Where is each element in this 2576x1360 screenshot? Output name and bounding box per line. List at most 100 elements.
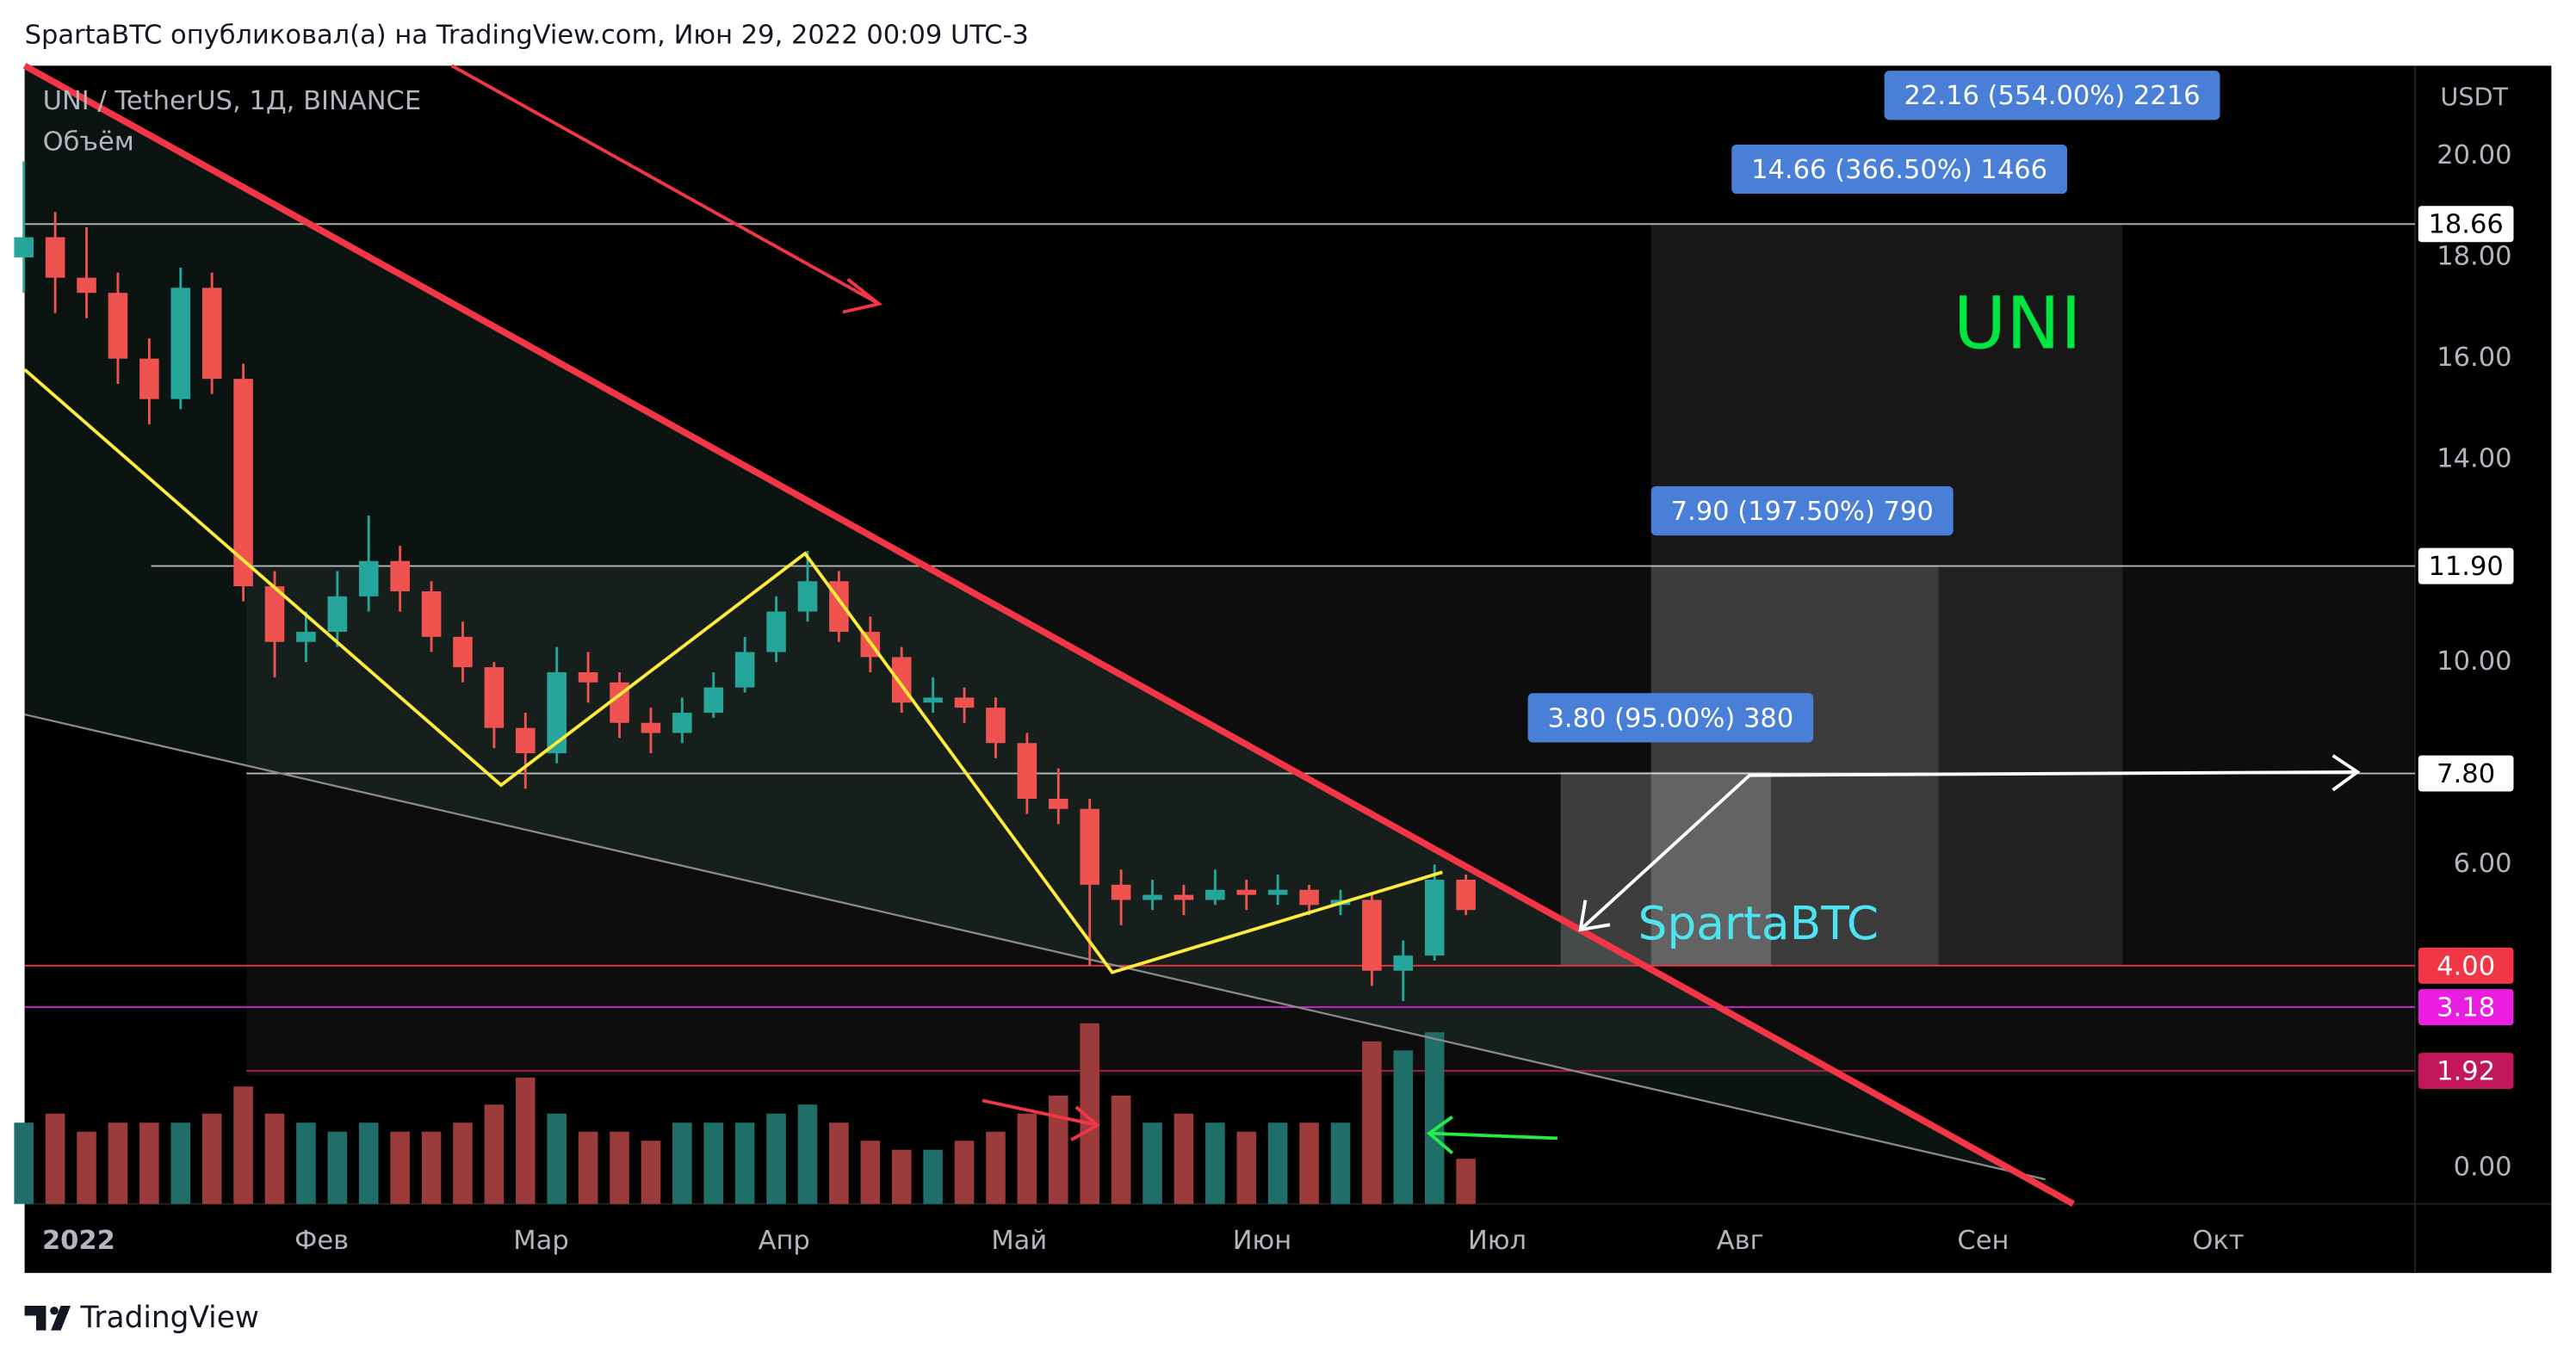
candle-body xyxy=(139,358,159,399)
arrow xyxy=(981,1098,1100,1141)
volume-bar xyxy=(797,1104,818,1204)
price-tag xyxy=(2418,1053,2514,1090)
header-text: SpartaBTC опубликовал(а) на TradingView.… xyxy=(25,21,1029,51)
volume-bar xyxy=(358,1122,379,1204)
resistance-trendline xyxy=(22,63,2075,1208)
price-tag xyxy=(2418,947,2514,984)
volume-bar xyxy=(201,1113,222,1204)
volume-bar xyxy=(1362,1041,1382,1204)
x-tick-label: Апр xyxy=(759,1226,810,1256)
price-tag xyxy=(2418,547,2514,584)
x-tick-label: Май xyxy=(991,1226,1047,1256)
candle-body xyxy=(108,293,128,359)
y-tick-label: 18.00 xyxy=(2437,242,2511,272)
volume-bar xyxy=(1080,1023,1099,1204)
volume-bar xyxy=(170,1122,191,1204)
volume-bar xyxy=(139,1122,159,1204)
x-tick-label: Июн xyxy=(1233,1226,1291,1256)
volume-bar xyxy=(484,1104,505,1204)
x-tick-label: Сен xyxy=(1957,1226,2009,1256)
candle-body xyxy=(1393,955,1414,971)
volume-bar xyxy=(829,1122,849,1204)
candle-body xyxy=(484,667,505,728)
candle-body xyxy=(327,596,348,632)
volume-bar xyxy=(327,1131,348,1204)
price-tag xyxy=(2418,989,2514,1026)
candle-body xyxy=(954,697,975,708)
arrow xyxy=(450,64,883,314)
candle-body xyxy=(641,722,661,733)
volume-bar xyxy=(1393,1050,1414,1204)
arrow xyxy=(1578,754,2361,932)
x-tick-label: Окт xyxy=(2192,1226,2244,1256)
x-tick-label: Фев xyxy=(294,1226,349,1256)
currency-label: USDT xyxy=(2440,83,2508,112)
candle-body xyxy=(296,631,316,642)
price-tag xyxy=(2418,206,2514,243)
target-label: 22.16 (554.00%) 2216 xyxy=(1904,81,2201,111)
candle-body xyxy=(734,652,755,688)
candle-body xyxy=(421,590,442,637)
volume-bar xyxy=(1424,1032,1445,1204)
candle-body xyxy=(1142,894,1162,900)
candle-body xyxy=(1173,894,1194,900)
volume-bar xyxy=(547,1113,567,1204)
volume-bar xyxy=(986,1131,1006,1204)
candle-body xyxy=(1456,879,1476,911)
candle-body xyxy=(1205,889,1225,900)
candle-body xyxy=(233,379,253,587)
candle-body xyxy=(390,560,410,591)
price-tag-label: 18.66 xyxy=(2428,210,2503,240)
candle-body xyxy=(547,672,567,754)
volume-bar xyxy=(1173,1113,1194,1204)
volume-bar xyxy=(108,1122,128,1204)
volume-bar xyxy=(1330,1122,1351,1204)
volume-bar xyxy=(45,1113,65,1204)
x-tick-label: Июл xyxy=(1468,1226,1526,1256)
volume-bar xyxy=(891,1149,912,1204)
volume-bar xyxy=(14,1122,34,1204)
price-tag-label: 3.18 xyxy=(2437,992,2495,1023)
candle-body xyxy=(77,277,96,294)
candle-body xyxy=(1267,889,1288,895)
candle-body xyxy=(1049,798,1068,809)
volume-bar xyxy=(390,1131,410,1204)
volume-bar xyxy=(860,1141,881,1204)
volume-bar xyxy=(1267,1122,1288,1204)
target-label: 3.80 (95.00%) 380 xyxy=(1547,703,1793,733)
y-tick-label: 20.00 xyxy=(2437,140,2511,170)
volume-legend: Объём xyxy=(43,127,134,158)
chart-bg xyxy=(24,65,2552,1273)
footer-logo xyxy=(24,1306,71,1331)
volume-bar xyxy=(1049,1095,1068,1204)
target-box xyxy=(1884,71,2220,121)
candle-body xyxy=(923,697,943,703)
candle-body xyxy=(1236,889,1257,895)
candle-body xyxy=(1080,808,1099,885)
author-note: SpartaBTC xyxy=(1638,896,1879,950)
volume-bar xyxy=(1205,1122,1225,1204)
candle-body xyxy=(45,237,65,278)
candle-body xyxy=(264,586,285,642)
volume-bar xyxy=(1142,1122,1162,1204)
candle-body xyxy=(703,687,724,714)
candle-body xyxy=(578,672,598,683)
x-tick-label: Мар xyxy=(513,1226,568,1256)
price-tag xyxy=(2418,755,2514,792)
target-box xyxy=(1731,144,2068,195)
y-tick-label: 6.00 xyxy=(2454,849,2512,879)
zigzag xyxy=(23,368,1443,974)
volume-bar xyxy=(421,1131,442,1204)
volume-bar xyxy=(1299,1122,1319,1204)
y-tick-label: 14.00 xyxy=(2437,444,2511,474)
symbol-legend: UNI / TetherUS, 1Д, BINANCE xyxy=(43,86,422,116)
price-tag-label: 7.80 xyxy=(2437,759,2495,789)
candle-body xyxy=(201,287,222,380)
volume-bar xyxy=(703,1122,724,1204)
candle-body xyxy=(1017,743,1037,799)
volume-bar xyxy=(672,1122,692,1204)
y-tick-label: 16.00 xyxy=(2437,343,2511,373)
volume-bar xyxy=(516,1077,536,1204)
